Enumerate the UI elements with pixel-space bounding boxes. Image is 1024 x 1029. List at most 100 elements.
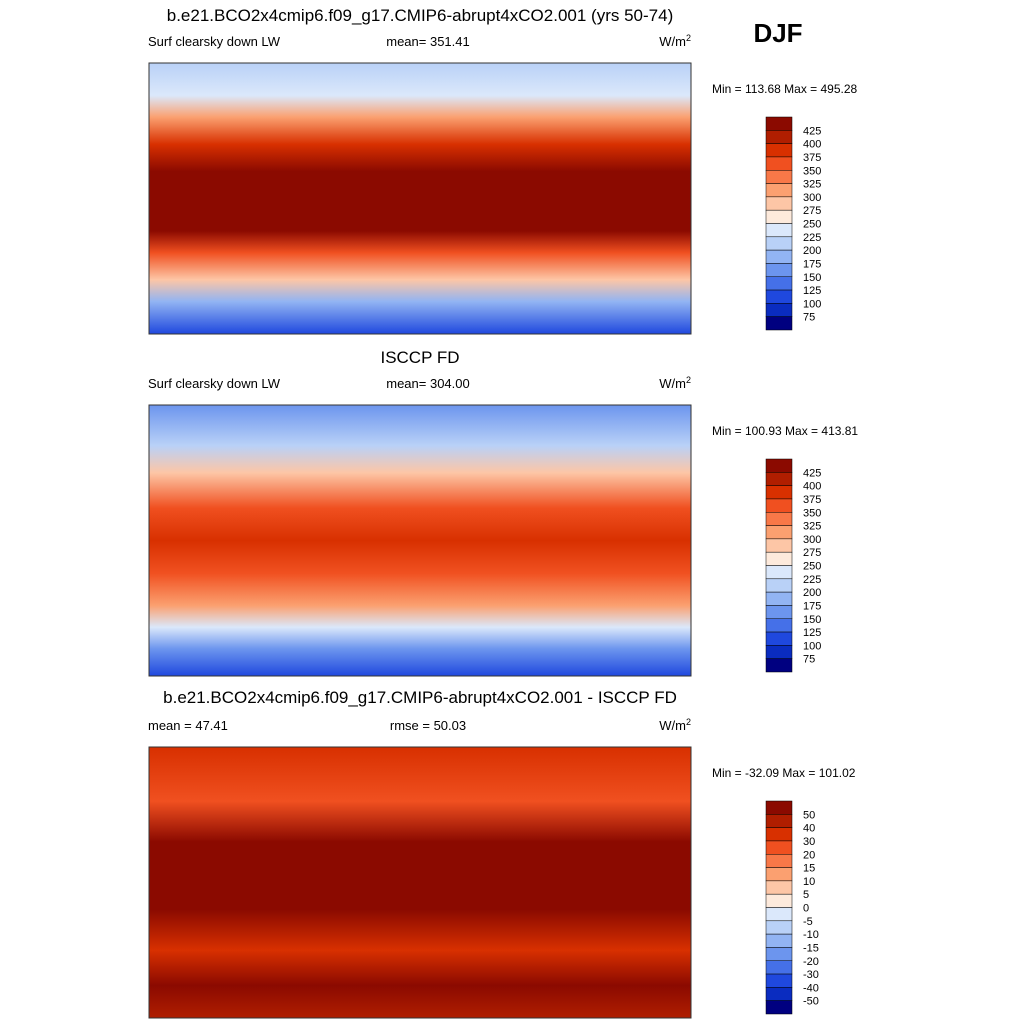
colorbar-label: 425 (803, 467, 821, 479)
colorbar-box (765, 551, 793, 566)
colorbar-box (765, 987, 793, 1001)
colorbar-label: 300 (803, 192, 821, 204)
units-label: W/m2 (659, 33, 691, 49)
colorbar-label: 5 (803, 889, 809, 901)
stat-label: rmse = 50.03 (390, 718, 466, 733)
colorbar-box (765, 183, 793, 198)
panel-title: b.e21.BCO2x4cmip6.f09_g17.CMIP6-abrupt4x… (167, 6, 673, 25)
colorbar-label: 400 (803, 481, 821, 493)
colorbar-box (765, 854, 793, 868)
colorbar-box (765, 525, 793, 540)
colorbar-label: -15 (803, 942, 819, 954)
colorbar-label: -50 (803, 996, 819, 1008)
colorbar-label: 100 (803, 640, 821, 652)
colorbar-box (765, 880, 793, 895)
variable-label: Surf clearsky down LW (148, 34, 281, 49)
stat-label: mean= 304.00 (386, 376, 469, 391)
colorbar-box (765, 605, 793, 619)
variable-label: Surf clearsky down LW (148, 376, 281, 391)
colorbar-box (765, 933, 793, 948)
colorbar-box (765, 276, 793, 291)
colorbar-box (765, 512, 793, 526)
colorbar-label: 325 (803, 179, 821, 191)
units-label: W/m2 (659, 717, 691, 733)
colorbar-box (765, 947, 793, 961)
colorbar-box (765, 867, 793, 882)
colorbar-label: 100 (803, 298, 821, 310)
colorbar-label: 350 (803, 507, 821, 519)
colorbar-box (765, 814, 793, 828)
colorbar-box (765, 170, 793, 184)
colorbar-box (765, 196, 793, 211)
colorbar-box (765, 303, 793, 317)
colorbar-box (765, 485, 793, 500)
min-max-label: Min = 113.68 Max = 495.28 (712, 82, 858, 96)
colorbar-label: 425 (803, 125, 821, 137)
map-field (148, 404, 692, 677)
colorbar-box (765, 538, 793, 553)
colorbar-label: 400 (803, 139, 821, 151)
colorbar-label: 15 (803, 863, 815, 875)
colorbar-box (765, 618, 793, 633)
colorbar-box (765, 116, 793, 131)
colorbar-box (765, 156, 793, 171)
colorbar-label: 250 (803, 219, 821, 231)
colorbar-box (765, 1000, 793, 1015)
colorbar-box (765, 591, 793, 606)
colorbar-label: 325 (803, 521, 821, 533)
colorbar-box (765, 893, 793, 908)
colorbar-box (765, 289, 793, 304)
colorbar-label: 250 (803, 561, 821, 573)
colorbar-box (765, 249, 793, 264)
colorbar-label: 150 (803, 614, 821, 626)
panel-title: ISCCP FD (380, 348, 459, 367)
colorbar-label: 375 (803, 152, 821, 164)
colorbar-box (765, 800, 793, 815)
colorbar-box (765, 472, 793, 486)
colorbar-label: 225 (803, 574, 821, 586)
colorbar-label: 75 (803, 654, 815, 666)
colorbar-box (765, 827, 793, 842)
colorbar-box (765, 960, 793, 975)
colorbar-label: 300 (803, 534, 821, 546)
colorbar-box (765, 143, 793, 158)
colorbar-box (765, 236, 793, 251)
stat-label: mean= 351.41 (386, 34, 469, 49)
colorbar-box (765, 658, 793, 673)
map-field (148, 62, 692, 335)
colorbar-label: 275 (803, 547, 821, 559)
colorbar-label: 375 (803, 494, 821, 506)
colorbar-label: 275 (803, 205, 821, 217)
colorbar-box (765, 631, 793, 646)
colorbar-label: 10 (803, 876, 815, 888)
colorbar-label: 20 (803, 849, 815, 861)
colorbar-label: 350 (803, 165, 821, 177)
colorbar-box (765, 458, 793, 473)
colorbar-label: -10 (803, 929, 819, 941)
colorbar-box (765, 565, 793, 580)
map-field (148, 746, 692, 1019)
units-superscript: 2 (686, 33, 691, 43)
units: W/m (659, 376, 686, 391)
units: W/m (659, 34, 686, 49)
colorbar-box (765, 498, 793, 513)
colorbar-box (765, 316, 793, 331)
units: W/m (659, 718, 686, 733)
colorbar-label: -30 (803, 969, 819, 981)
colorbar-label: 75 (803, 312, 815, 324)
colorbar-box (765, 130, 793, 144)
units-label: W/m2 (659, 375, 691, 391)
colorbar-label: 125 (803, 285, 821, 297)
colorbar-label: 150 (803, 272, 821, 284)
colorbar-box (765, 263, 793, 277)
colorbar-label: 200 (803, 587, 821, 599)
units-superscript: 2 (686, 717, 691, 727)
colorbar-box (765, 907, 793, 922)
colorbar-label: 50 (803, 809, 815, 821)
colorbar-label: 225 (803, 232, 821, 244)
colorbar-box (765, 973, 793, 988)
colorbar-label: -40 (803, 982, 819, 994)
variable-label: mean = 47.41 (148, 718, 228, 733)
colorbar-box (765, 920, 793, 935)
